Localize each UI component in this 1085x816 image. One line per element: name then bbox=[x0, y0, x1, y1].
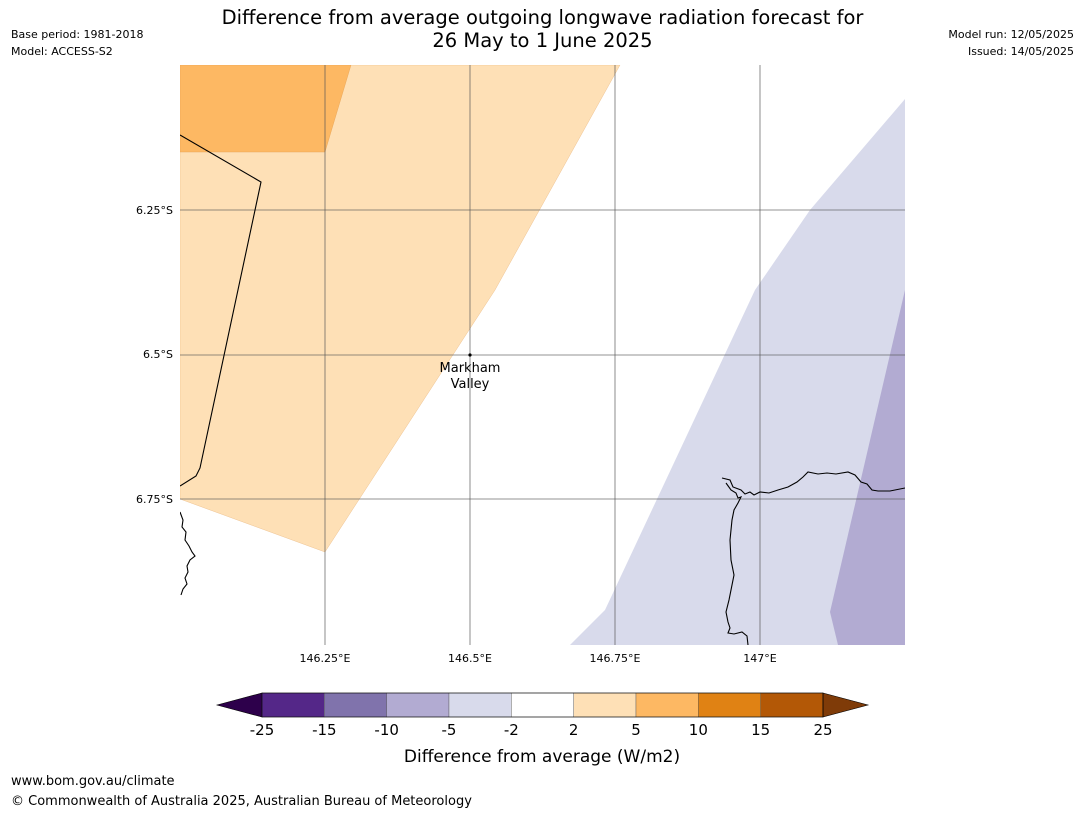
colorbar-above-max-extension bbox=[822, 692, 870, 718]
colorbar-bins bbox=[261, 692, 824, 718]
colorbar-tick-label-4: -2 bbox=[504, 721, 519, 739]
lat-label-6-75: 6.75°S bbox=[136, 493, 173, 506]
map-panel: Markham Valley bbox=[180, 65, 905, 645]
colorbar-tick-label-1: -15 bbox=[312, 721, 337, 739]
metadata-left: Base period: 1981-2018 Model: ACCESS-S2 bbox=[11, 26, 143, 60]
footer-copyright: © Commonwealth of Australia 2025, Austra… bbox=[11, 794, 472, 809]
anomaly-region-minus5-to-minus10 bbox=[830, 290, 905, 645]
lon-label-146-75: 146.75°E bbox=[590, 652, 641, 665]
issued-text: Issued: 14/05/2025 bbox=[967, 45, 1074, 58]
colorbar-title: Difference from average (W/m2) bbox=[404, 747, 680, 767]
colorbar-bin-5 bbox=[573, 692, 637, 718]
coastline-river-east bbox=[721, 471, 905, 496]
colorbar-bin-8 bbox=[760, 692, 824, 718]
coastline-river-branch bbox=[725, 482, 749, 645]
longitude-labels: 146.25°E 146.5°E 146.75°E 147°E bbox=[300, 652, 777, 665]
model-run-text: Model run: 12/05/2025 bbox=[948, 28, 1074, 41]
map-title-line1: Difference from average outgoing longwav… bbox=[221, 6, 864, 29]
colorbar-tick-label-9: 25 bbox=[813, 721, 832, 739]
lat-label-6-25: 6.25°S bbox=[136, 204, 173, 217]
map-title-line2: 26 May to 1 June 2025 bbox=[432, 29, 653, 52]
colorbar-tick-labels: -25 -15 -10 -5 -2 2 5 10 15 25 bbox=[250, 721, 833, 739]
colorbar-bin-6 bbox=[635, 692, 699, 718]
colorbar-tick-label-8: 15 bbox=[751, 721, 770, 739]
markham-valley-marker bbox=[468, 353, 472, 357]
lon-label-146-5: 146.5°E bbox=[448, 652, 492, 665]
lon-label-146-25: 146.25°E bbox=[300, 652, 351, 665]
colorbar-tick-label-0: -25 bbox=[250, 721, 275, 739]
colorbar-bin-2 bbox=[386, 692, 450, 718]
markham-valley-label-line1: Markham bbox=[440, 361, 501, 376]
colorbar-bin-4 bbox=[511, 692, 574, 718]
model-text: Model: ACCESS-S2 bbox=[11, 45, 113, 58]
colorbar-bin-3 bbox=[448, 692, 512, 718]
anomaly-region-2-to-5 bbox=[180, 65, 621, 553]
colorbar-tick-label-2: -10 bbox=[374, 721, 399, 739]
metadata-right: Model run: 12/05/2025 Issued: 14/05/2025 bbox=[948, 26, 1074, 60]
footer-url: www.bom.gov.au/climate bbox=[11, 774, 175, 789]
graticule bbox=[180, 65, 905, 645]
lon-label-147: 147°E bbox=[743, 652, 776, 665]
colorbar-outline bbox=[261, 692, 824, 718]
latitude-labels: 6.25°S 6.5°S 6.75°S bbox=[136, 204, 173, 506]
colorbar: -25 -15 -10 -5 -2 2 5 10 15 25 Difference from av… bbox=[215, 692, 870, 767]
colorbar-bin-7 bbox=[698, 692, 761, 718]
map-title: Difference from average outgoing longwav… bbox=[0, 6, 1085, 52]
province-boundary bbox=[180, 134, 262, 487]
colorbar-tick-label-6: 5 bbox=[631, 721, 641, 739]
coastline-and-borders bbox=[180, 134, 905, 645]
anomaly-region-minus2-to-minus5 bbox=[570, 99, 905, 645]
colorbar-below-min-extension bbox=[215, 692, 263, 718]
colorbar-tick-label-5: 2 bbox=[569, 721, 579, 739]
colorbar-bin-0 bbox=[261, 692, 325, 718]
base-period-text: Base period: 1981-2018 bbox=[11, 28, 144, 41]
coastline-west bbox=[180, 511, 196, 596]
colorbar-bin-1 bbox=[324, 692, 387, 718]
lat-label-6-5: 6.5°S bbox=[143, 348, 173, 361]
colorbar-tick-label-3: -5 bbox=[442, 721, 457, 739]
markham-valley-label-line2: Valley bbox=[451, 377, 490, 392]
colorbar-tick-label-7: 10 bbox=[689, 721, 708, 739]
